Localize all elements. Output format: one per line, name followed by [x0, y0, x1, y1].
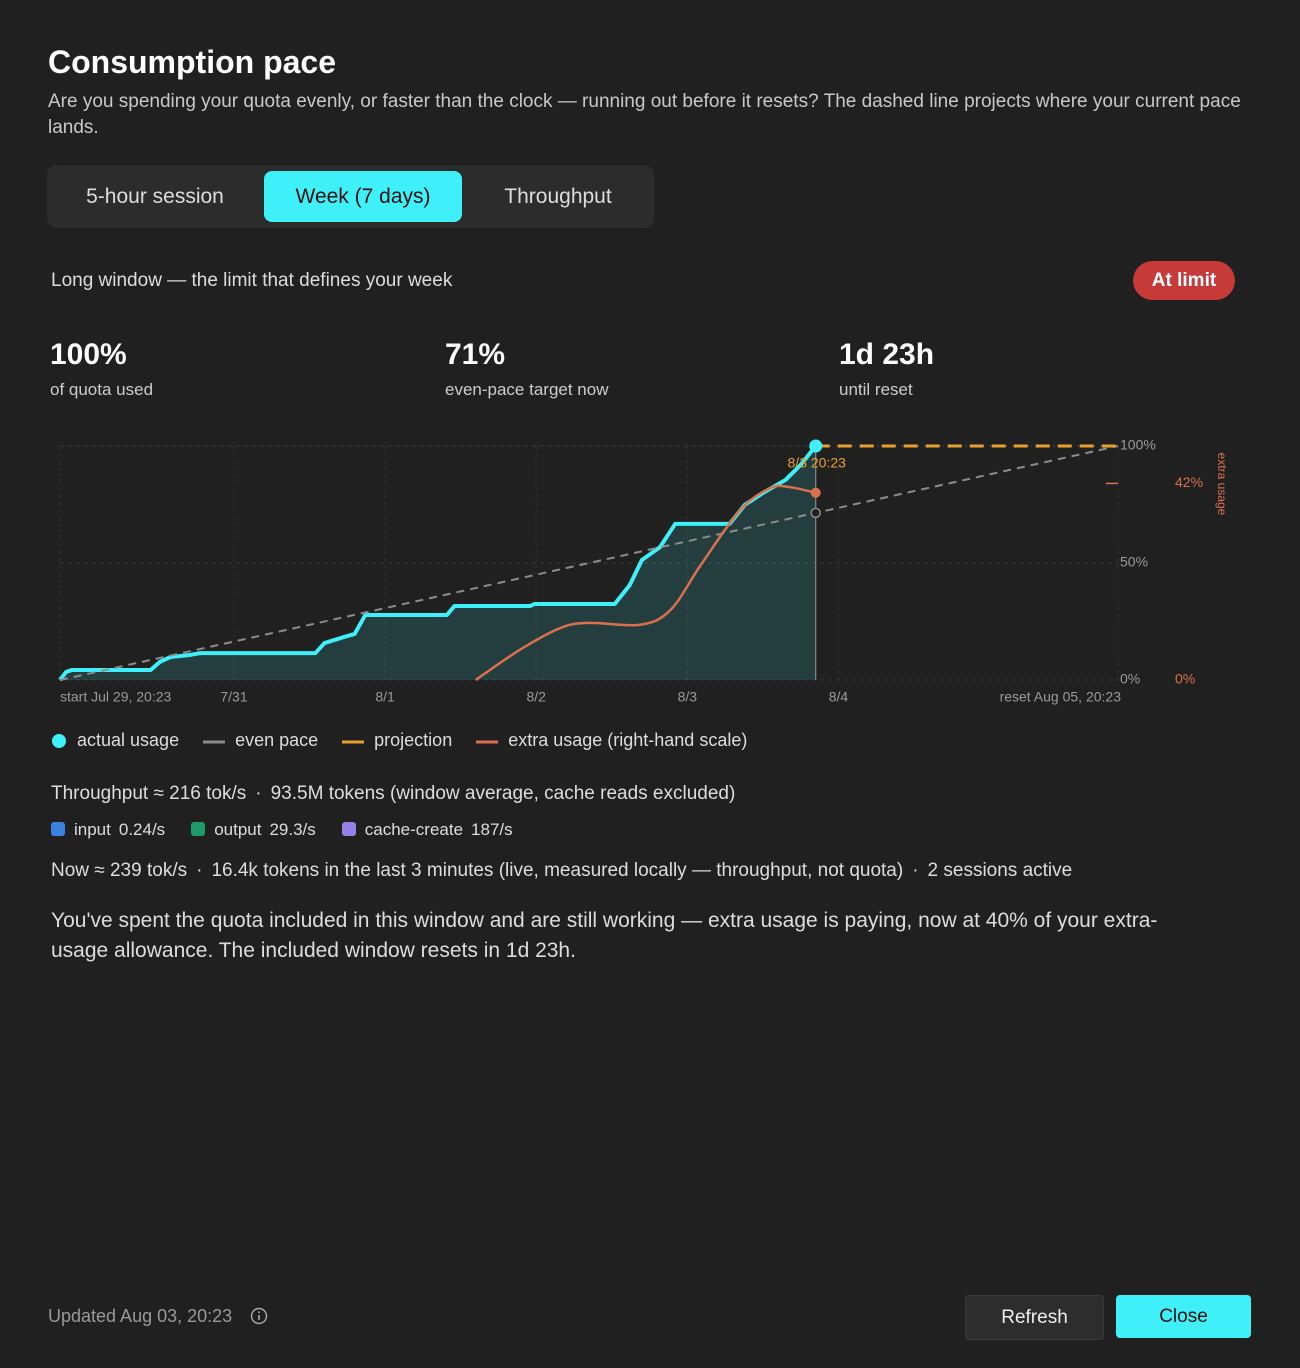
x-tick-label: 8/4 — [829, 689, 849, 705]
tab[interactable]: Throughput — [504, 185, 612, 208]
x-tick-label: 8/1 — [375, 689, 395, 705]
stat: 100% of quota used — [50, 338, 153, 400]
breakdown-rate: 187/s — [471, 820, 513, 839]
annotation: 8/3 20:23 — [788, 455, 847, 471]
breakdown-item: cache-create 187/s — [341, 820, 513, 840]
now-text: 2 sessions active — [927, 860, 1073, 881]
series-line — [59, 445, 1119, 681]
now-line: Now ≈ 239 tok/s · 16.4k tokens in the last… — [51, 860, 1072, 882]
legend-icon — [203, 740, 226, 743]
stat: 1d 23h until reset — [839, 338, 934, 400]
stat-caption: until reset — [839, 380, 913, 399]
refresh-button[interactable]: Refresh — [965, 1295, 1104, 1340]
legend-item: actual usage — [51, 730, 179, 751]
tab[interactable]: 5-hour session — [86, 185, 224, 208]
stat-value: 1d 23h — [839, 338, 935, 371]
breakdown-rate: 29.3/s — [269, 820, 316, 839]
swatch — [51, 822, 65, 836]
breakdown: input 0.24/s output 29.3/s cache-create 187/s — [51, 820, 513, 840]
legend-swatch — [52, 733, 66, 748]
y-tick-label: 50% — [1120, 554, 1148, 570]
legend: actual usage even pace projection extra usa… — [51, 730, 747, 751]
separator: · — [255, 783, 262, 804]
legend-icon — [52, 733, 66, 748]
y2-axis-label: extra usage — [1215, 453, 1229, 516]
y-tick-label: 0% — [1120, 671, 1140, 687]
y-tick-label: 100% — [1120, 437, 1156, 453]
swatch — [191, 822, 206, 836]
stat-value: 100% — [50, 338, 127, 371]
info-icon[interactable] — [250, 1307, 268, 1325]
now-marker — [809, 439, 823, 453]
tab[interactable]: Week (7 days) — [264, 171, 462, 222]
stat: 71% even-pace target now — [445, 338, 609, 400]
chart: 0% 50% 100% start Jul 29, 20:23 7/31 8/1 8/2 8/… — [58, 437, 1229, 705]
stat-caption: even-pace target now — [445, 380, 609, 399]
separator: · — [196, 860, 203, 881]
breakdown-name: input — [74, 820, 111, 839]
throughput-text: Throughput ≈ 216 tok/s — [51, 783, 247, 804]
series-line — [474, 484, 816, 682]
stat-value: 71% — [445, 338, 506, 371]
breakdown-item: output 29.3/s — [191, 820, 316, 840]
legend-label: even pace — [235, 730, 319, 750]
legend-icon — [342, 740, 365, 743]
legend-label: projection — [374, 730, 453, 750]
legend-icon — [476, 740, 499, 743]
legend-item: extra usage (right-hand scale) — [476, 730, 747, 751]
description: Are you spending your quota evenly, or f… — [48, 91, 1241, 138]
separator: · — [912, 860, 919, 881]
breakdown-name: cache-create — [364, 820, 464, 839]
legend-item: even pace — [203, 730, 318, 751]
legend-label: actual usage — [77, 730, 180, 750]
x-tick-label: 8/3 — [678, 689, 698, 705]
x-tick-label: 7/31 — [220, 689, 247, 705]
now-text: Now ≈ 239 tok/s — [51, 860, 188, 881]
title: Consumption pace — [48, 44, 337, 80]
breakdown-item: input 0.24/s — [51, 820, 165, 840]
breakdown-rate: 0.24/s — [118, 820, 166, 839]
x-tick-label: start Jul 29, 20:23 — [60, 689, 172, 705]
throughput-text: 93.5M tokens (window average, cache read… — [270, 783, 736, 804]
x-tick-label: reset Aug 05, 20:23 — [1000, 689, 1122, 705]
y2-tick-label: 42% — [1175, 474, 1203, 490]
swatch — [341, 822, 356, 836]
breakdown-name: output — [214, 820, 262, 839]
updated-text: Updated Aug 03, 20:23 — [48, 1306, 233, 1326]
extra-marker — [810, 487, 821, 498]
throughput-line: Throughput ≈ 216 tok/s · 93.5M tokens (win… — [51, 783, 735, 805]
status-badge: At limit — [1133, 261, 1235, 300]
stat-caption: of quota used — [50, 380, 154, 399]
close-button[interactable]: Close — [1116, 1295, 1251, 1338]
area — [60, 446, 816, 680]
legend-label: extra usage (right-hand scale) — [508, 730, 748, 750]
now-text: 16.4k tokens in the last 3 minutes (live… — [211, 860, 904, 881]
x-tick-label: 8/2 — [526, 689, 546, 705]
y2-tick-label: 0% — [1175, 671, 1195, 687]
legend-item: projection — [342, 730, 452, 751]
tab-bar: 5-hour session Week (7 days) Throughput — [47, 165, 654, 228]
even-pace-marker — [810, 507, 821, 519]
panel-subtitle: Long window — the limit that defines you… — [51, 270, 453, 291]
summary: You've spent the quota included in this … — [51, 909, 1158, 962]
